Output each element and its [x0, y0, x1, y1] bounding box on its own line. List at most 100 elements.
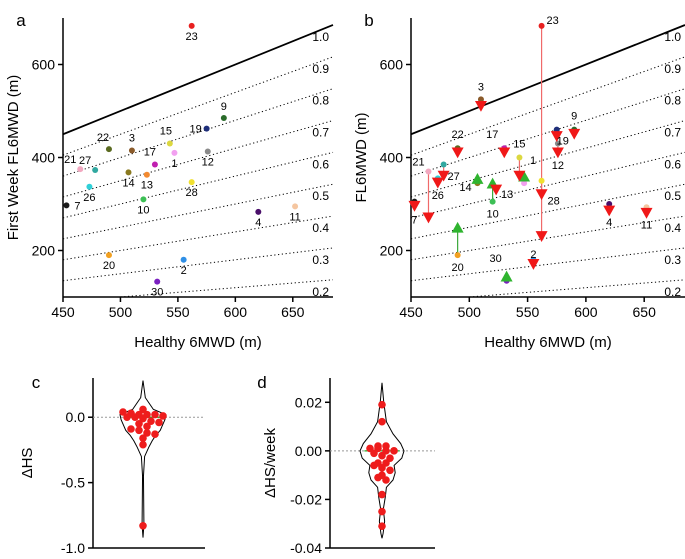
data-point	[159, 412, 167, 420]
panel-letter: a	[16, 11, 26, 30]
first-week-point	[477, 96, 484, 103]
panel-c: -1.0 -0.5 0.0 ΔHS c	[19, 373, 205, 556]
ratio-label: 0.7	[312, 126, 329, 140]
data-point	[135, 426, 143, 435]
point-label: 22	[97, 132, 109, 144]
data-point	[151, 430, 159, 439]
ratio-label: 0.7	[664, 126, 681, 140]
point-label: 7	[74, 200, 80, 212]
ratio-label: 0.6	[664, 157, 681, 171]
subject-label: 27	[448, 171, 460, 183]
decrease-marker	[431, 177, 444, 189]
decrease-marker	[490, 184, 503, 196]
data-point	[378, 400, 386, 409]
point-label: 28	[186, 187, 198, 199]
data-point	[203, 125, 210, 132]
first-week-point	[425, 168, 432, 175]
data-point	[374, 473, 382, 482]
x-axis-title: Healthy 6MWD (m)	[134, 334, 262, 351]
y-tick-label: 200	[380, 243, 404, 259]
data-point	[390, 447, 398, 455]
data-point	[105, 252, 112, 259]
data-point	[370, 449, 378, 458]
decrease-marker	[408, 200, 421, 212]
subject-label: 3	[478, 81, 484, 93]
point-label: 10	[137, 204, 149, 216]
subject-label: 22	[452, 129, 464, 141]
point-label: 19	[189, 124, 201, 136]
data-point	[135, 419, 143, 428]
subject-label: 30	[489, 253, 501, 265]
ratio-label: 0.2	[312, 285, 329, 299]
ratio-line	[62, 151, 334, 219]
ratio-line	[410, 24, 685, 136]
point-label: 12	[202, 156, 214, 168]
data-point	[63, 202, 70, 209]
data-point	[378, 490, 386, 499]
subject-label: 9	[571, 111, 577, 123]
y-tick-label: 0.0	[66, 409, 86, 425]
data-point	[378, 464, 386, 472]
data-point	[125, 169, 132, 176]
ratio-label: 0.9	[312, 62, 329, 76]
ratio-line	[410, 88, 685, 177]
data-point	[151, 161, 158, 168]
data-point	[143, 429, 151, 437]
data-point	[155, 418, 163, 427]
data-point	[378, 417, 386, 426]
y-tick-label: 400	[380, 150, 404, 166]
ratio-label: 0.4	[312, 221, 329, 235]
x-tick-label: 650	[281, 304, 305, 320]
ratio-label: 0.4	[664, 221, 681, 235]
ratio-line	[62, 183, 334, 240]
ratio-label: 0.3	[664, 253, 681, 267]
ratio-line	[62, 88, 334, 177]
y-tick-label: 0.00	[295, 443, 322, 459]
first-week-point	[489, 198, 496, 205]
data-point	[127, 425, 135, 433]
ratio-label: 0.5	[664, 189, 681, 203]
data-point	[255, 208, 262, 215]
decrease-marker	[640, 207, 653, 219]
point-label: 13	[141, 180, 153, 192]
y-tick-label: -1.0	[61, 540, 85, 556]
data-point	[220, 114, 227, 121]
subject-label: 23	[546, 15, 558, 27]
x-tick-label: 600	[224, 304, 248, 320]
subject-label: 19	[557, 136, 569, 148]
data-point	[123, 413, 131, 422]
point-label: 3	[129, 133, 135, 145]
ratio-label: 0.3	[312, 253, 329, 267]
data-point	[131, 413, 139, 422]
data-point	[147, 417, 155, 425]
x-tick-label: 500	[458, 304, 482, 320]
data-point	[139, 434, 147, 442]
data-point	[86, 183, 93, 190]
point-label: 4	[255, 217, 261, 229]
ratio-label: 0.8	[312, 94, 329, 108]
data-point	[92, 167, 99, 174]
x-tick-label: 650	[633, 304, 657, 320]
point-label: 11	[289, 211, 300, 223]
x-tick-label: 450	[399, 304, 423, 320]
data-point	[166, 140, 173, 147]
data-point	[128, 147, 135, 154]
data-point	[370, 461, 378, 470]
point-label: 1	[171, 158, 177, 170]
point-label: 9	[221, 101, 227, 113]
ratio-line	[62, 24, 334, 136]
subject-label: 12	[552, 160, 564, 172]
y-tick-label: 600	[380, 57, 404, 73]
decrease-marker	[513, 170, 526, 182]
decrease-marker	[527, 259, 540, 270]
first-week-point	[606, 201, 613, 207]
first-week-point	[521, 180, 528, 187]
ratio-line	[62, 120, 334, 198]
first-week-point	[538, 177, 545, 184]
data-point	[188, 22, 195, 29]
violin-outline	[359, 382, 405, 539]
ratio-line	[62, 56, 334, 156]
ratio-line	[410, 247, 685, 282]
ratio-label: 0.5	[312, 189, 329, 203]
panel-letter: b	[364, 11, 373, 30]
